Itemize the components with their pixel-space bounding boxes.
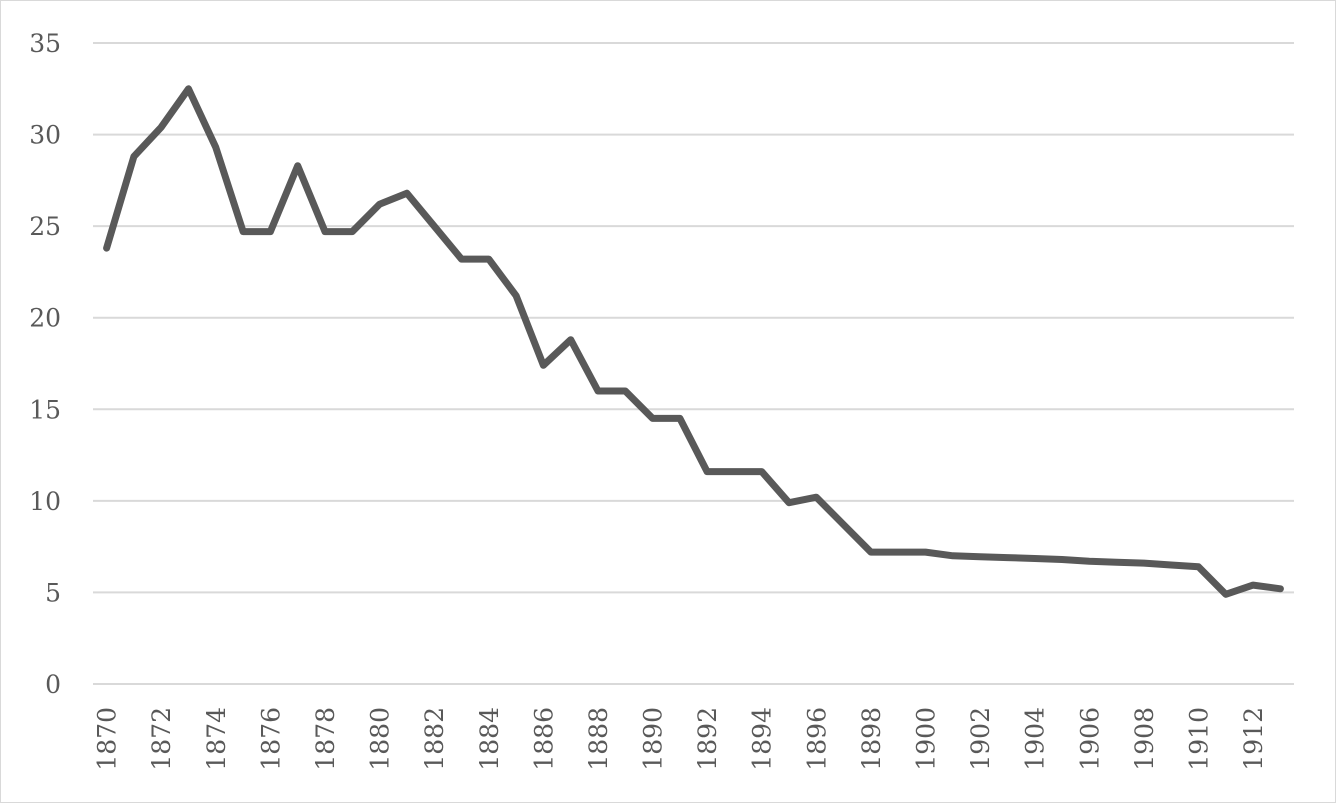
- x-tick-label-1884: 1884: [475, 707, 504, 771]
- x-tick-label-1870: 1870: [93, 707, 122, 771]
- y-tick-label-0: 0: [45, 670, 61, 699]
- x-tick-label-1898: 1898: [857, 707, 886, 771]
- x-tick-label-1878: 1878: [311, 707, 340, 771]
- series-line-0: [103, 85, 1284, 598]
- series-layer: [103, 85, 1284, 598]
- x-tick-label-1894: 1894: [748, 707, 777, 771]
- x-tick-label-1902: 1902: [966, 707, 995, 771]
- y-tick-label-25: 25: [29, 212, 61, 241]
- y-tick-label-15: 15: [29, 395, 61, 424]
- x-axis-tick-labels: 1870 1872 1874 1876 1878 1880 1882 1884 1886 1888…: [93, 707, 1268, 771]
- x-tick-label-1874: 1874: [202, 707, 231, 771]
- x-tick-label-1912: 1912: [1239, 707, 1268, 771]
- y-tick-label-5: 5: [45, 578, 61, 607]
- x-tick-label-1888: 1888: [584, 707, 613, 771]
- x-tick-label-1880: 1880: [366, 707, 395, 771]
- y-tick-label-20: 20: [29, 304, 61, 333]
- x-tick-label-1890: 1890: [639, 707, 668, 771]
- y-tick-label-30: 30: [29, 121, 61, 150]
- x-tick-label-1908: 1908: [1130, 707, 1159, 771]
- x-tick-label-1892: 1892: [693, 707, 722, 771]
- y-axis-tick-labels: 0 5 10 15 20 25 30 35: [29, 29, 61, 699]
- x-tick-label-1896: 1896: [802, 707, 831, 771]
- x-tick-label-1900: 1900: [912, 707, 941, 771]
- x-tick-label-1910: 1910: [1184, 707, 1213, 771]
- y-tick-label-35: 35: [29, 29, 61, 58]
- x-tick-label-1906: 1906: [1075, 707, 1104, 771]
- x-tick-label-1882: 1882: [420, 707, 449, 771]
- x-tick-label-1872: 1872: [147, 707, 176, 771]
- x-tick-label-1876: 1876: [256, 707, 285, 771]
- y-tick-label-10: 10: [29, 487, 61, 516]
- x-tick-label-1904: 1904: [1021, 707, 1050, 771]
- x-tick-label-1886: 1886: [529, 707, 558, 771]
- gridlines: [93, 42, 1294, 685]
